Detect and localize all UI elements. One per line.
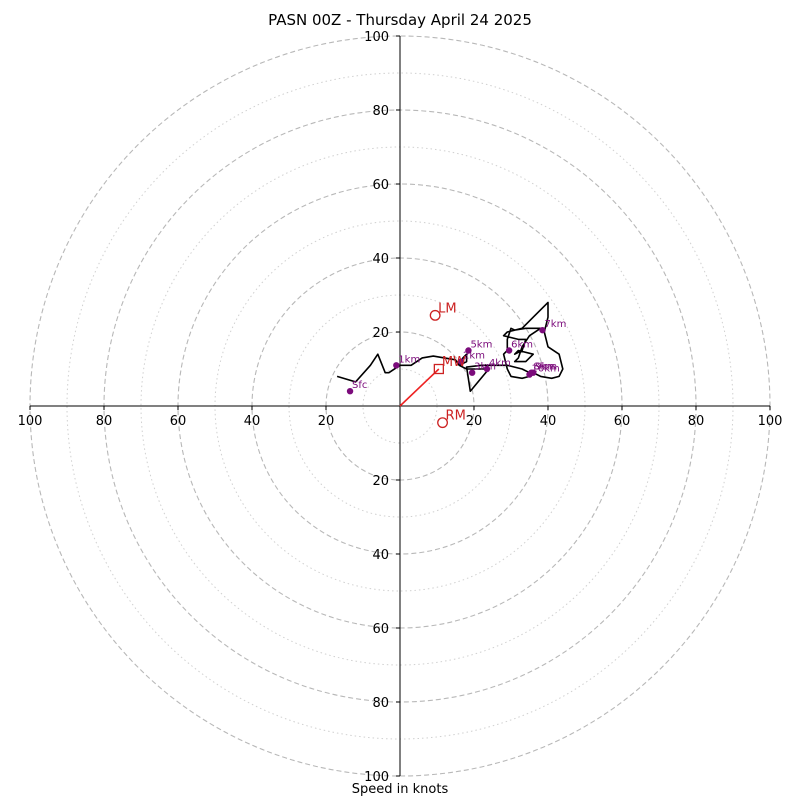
storm-marker-LM (429, 309, 441, 321)
x-tick-label: 100 (758, 414, 783, 429)
y-tick-label: 40 (372, 252, 389, 267)
y-tick-label: 100 (364, 30, 389, 45)
hodograph-trace (336, 301, 564, 393)
x-tick-label: 80 (688, 414, 705, 429)
y-tick-label: 20 (372, 326, 389, 341)
storm-label-RM: RM (446, 409, 466, 424)
storm-motion-markers: LM MW RM (399, 301, 466, 429)
storm-marker-MW (433, 363, 445, 375)
height-label-9km: 9km (535, 362, 557, 373)
y-tick-label: 80 (372, 696, 389, 711)
height-label-6km: 6km (511, 340, 533, 351)
y-tick-label: 80 (372, 104, 389, 119)
tick-labels: 100 100 80 80 60 60 40 40 20 20 20 20 40 40 60 60 80 80 10… (18, 30, 783, 785)
chart-title: PASN 00Z - Thursday April 24 2025 (268, 11, 532, 29)
height-label-2km: 2km (463, 351, 485, 362)
x-tick-label: 60 (614, 414, 631, 429)
x-tick-label: 100 (18, 414, 43, 429)
height-label-1km: 1km (398, 354, 420, 365)
height-marker-7km (539, 326, 546, 334)
y-tick-label: 40 (372, 548, 389, 563)
x-tick-label: 40 (540, 414, 557, 429)
storm-motion-vector (399, 368, 440, 407)
height-marker-3km (468, 369, 476, 376)
height-marker-6km (505, 347, 513, 354)
height-label-Sfc: Sfc (352, 380, 367, 391)
x-tick-label: 20 (318, 414, 335, 429)
x-tick-label: 40 (244, 414, 261, 429)
x-tick-label: 60 (170, 414, 187, 429)
y-tick-label: 20 (372, 474, 389, 489)
y-tick-label: 100 (364, 770, 389, 785)
storm-marker-RM (437, 417, 449, 429)
height-label-4km: 4km (489, 358, 511, 369)
height-markers: Sfc1km2km3km4km5km6km7km8km9km10km (346, 319, 566, 395)
height-label-8km: 8km (533, 362, 555, 373)
y-tick-label: 60 (372, 178, 389, 193)
height-marker-5km (465, 347, 472, 354)
x-tick-label: 20 (466, 414, 483, 429)
height-marker-Sfc (346, 388, 354, 395)
height-marker-2km (457, 358, 465, 365)
height-marker-10km (526, 371, 533, 378)
height-label-5km: 5km (470, 340, 492, 351)
height-label-10km: 10km (532, 364, 560, 375)
height-marker-1km (393, 362, 400, 369)
x-axis-label: Speed in knots (351, 782, 449, 797)
y-tick-label: 60 (372, 622, 389, 637)
height-label-7km: 7km (544, 319, 566, 330)
hodograph-line (336, 301, 564, 393)
storm-label-MW: MW (442, 355, 466, 370)
storm-label-LM: LM (438, 301, 456, 316)
height-marker-4km (483, 365, 491, 373)
x-tick-label: 80 (96, 414, 113, 429)
